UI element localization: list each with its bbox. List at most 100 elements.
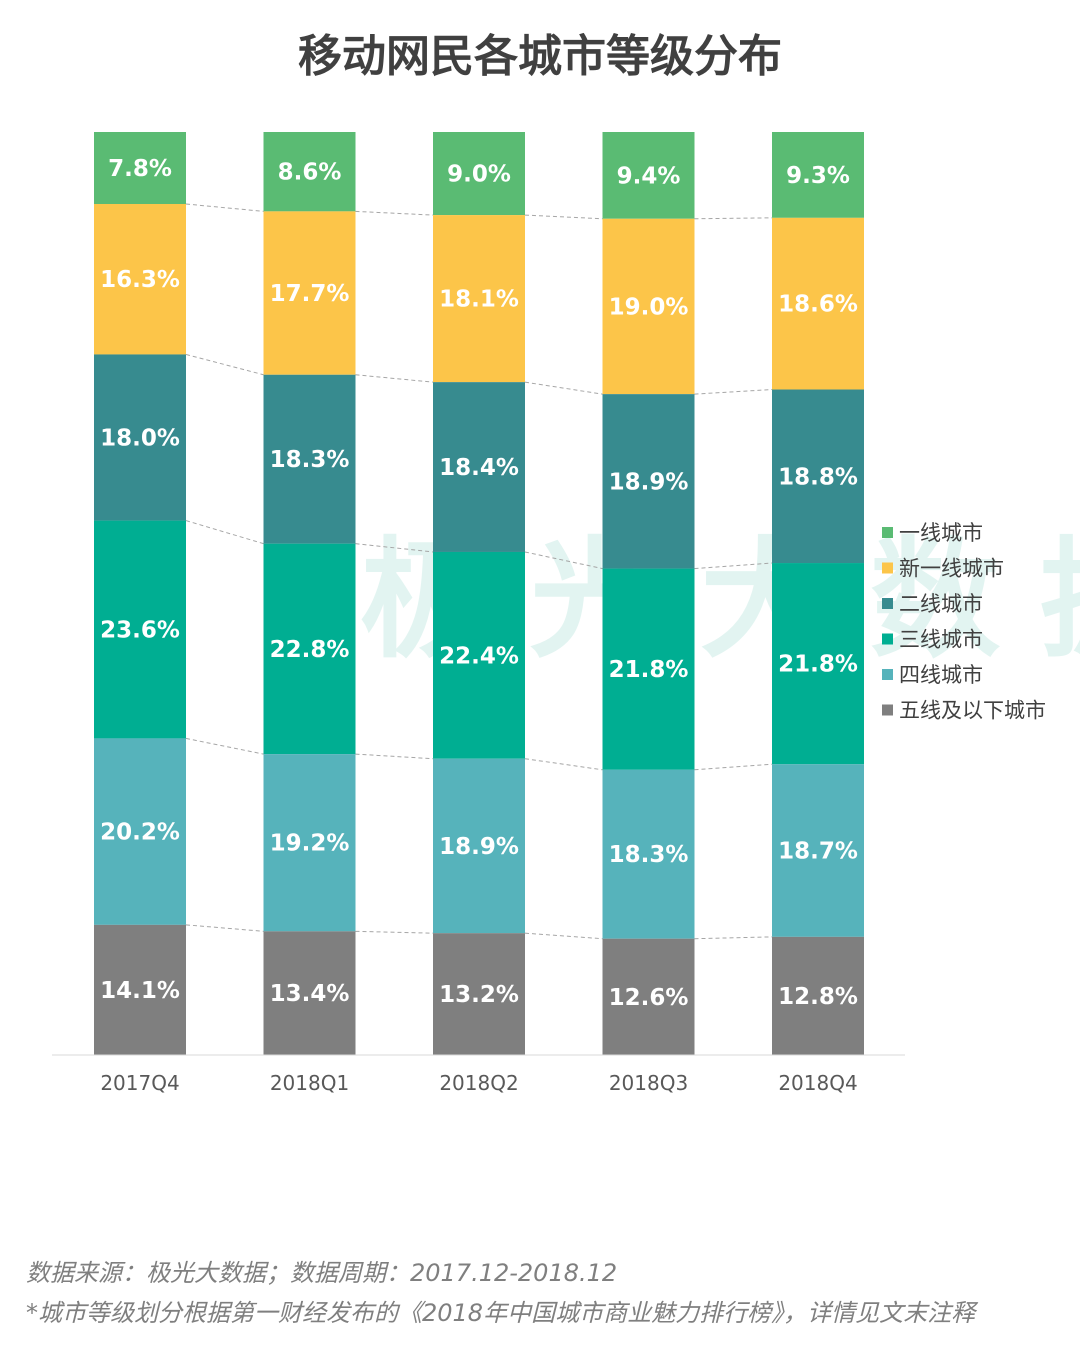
data-label-2018Q1-4: 19.2% <box>270 831 350 857</box>
legend-item-2: 二线城市 <box>899 592 983 616</box>
connector-3-1 <box>355 753 434 760</box>
data-label-2018Q3-3: 21.8% <box>609 657 689 683</box>
data-label-2017Q4-4: 20.2% <box>100 820 180 846</box>
bar-segment-2018Q2-3 <box>433 551 525 759</box>
bar-segment-2018Q1-0 <box>263 132 356 212</box>
connector-2-2 <box>524 551 603 570</box>
legend-item-1: 新一线城市 <box>899 557 1004 581</box>
data-label-2018Q1-3: 22.8% <box>270 637 350 663</box>
data-label-2018Q3-4: 18.3% <box>609 842 689 868</box>
connector-4-3 <box>694 936 773 940</box>
data-label-2018Q4-3: 21.8% <box>778 652 858 678</box>
connector-4-0 <box>185 924 264 932</box>
bar-segment-2018Q3-5 <box>602 938 695 1055</box>
data-label-2018Q2-2: 18.4% <box>439 455 519 481</box>
bar-segment-2017Q4-1 <box>94 203 186 355</box>
connector-1-2 <box>524 381 603 395</box>
bar-segment-2018Q4-5 <box>772 936 864 1055</box>
connector-4-2 <box>524 932 603 940</box>
connector-1-3 <box>694 389 773 395</box>
x-tick-2018Q2: 2018Q2 <box>439 1071 518 1095</box>
legend-item-5: 五线及以下城市 <box>899 699 1046 723</box>
connector-0-3 <box>694 217 773 220</box>
legend-swatch-5 <box>882 704 893 716</box>
legend-swatch-4 <box>882 669 893 680</box>
legend-item-3: 三线城市 <box>899 628 983 652</box>
bar-segment-2018Q4-2 <box>772 389 864 564</box>
bar-segment-2018Q3-0 <box>602 132 695 219</box>
legend-item-0: 一线城市 <box>899 521 983 545</box>
data-label-2017Q4-0: 7.8% <box>108 156 172 182</box>
connector-2-3 <box>694 562 773 570</box>
bar-segment-2018Q1-2 <box>263 374 356 544</box>
connector-0-2 <box>524 214 603 220</box>
bar-segment-2018Q3-4 <box>602 769 695 939</box>
data-label-2018Q4-5: 12.8% <box>778 984 858 1010</box>
bar-segment-2018Q1-1 <box>263 211 356 375</box>
connector-3-0 <box>185 737 264 755</box>
data-label-2018Q2-1: 18.1% <box>439 287 519 313</box>
legend-item-4: 四线城市 <box>899 663 983 687</box>
legend-swatch-2 <box>882 598 893 609</box>
x-axis-ticks: 2017Q4 2018Q1 2018Q2 2018Q3 2018Q4 <box>100 1071 857 1095</box>
data-label-2017Q4-2: 18.0% <box>100 426 180 452</box>
data-label-2018Q1-1: 17.7% <box>270 281 350 307</box>
source-note: 数据来源：极光大数据；数据周期：2017.12-2018.12 <box>26 1259 618 1287</box>
bar-segment-2018Q2-5 <box>433 933 525 1055</box>
bar-segment-2018Q3-1 <box>602 218 695 395</box>
bar-segment-2017Q4-0 <box>94 132 186 204</box>
data-label-2017Q4-1: 16.3% <box>100 267 180 293</box>
legend-swatch-0 <box>882 527 893 538</box>
x-tick-2017Q4: 2017Q4 <box>100 1071 179 1095</box>
connector-1-1 <box>355 374 434 383</box>
data-label-2018Q4-1: 18.6% <box>778 292 858 318</box>
bar-segment-2018Q3-3 <box>602 568 695 770</box>
connector-3-2 <box>524 758 603 771</box>
connector-2-0 <box>185 520 264 545</box>
bar-segment-2018Q2-4 <box>433 758 525 934</box>
bar-segment-2018Q1-5 <box>263 931 356 1055</box>
connector-1-0 <box>185 353 264 376</box>
legend-swatch-1 <box>882 562 893 574</box>
data-label-2018Q4-0: 9.3% <box>786 163 850 189</box>
bar-segment-2017Q4-4 <box>94 738 186 925</box>
connector-0-0 <box>185 203 264 212</box>
bar-segment-2018Q1-3 <box>263 543 356 755</box>
data-label-2018Q3-1: 19.0% <box>609 294 689 320</box>
connector-3-3 <box>694 763 773 771</box>
bar-segment-2018Q4-0 <box>772 132 864 218</box>
connector-lines <box>185 203 773 940</box>
stacked-bar-chart: 7.8% 16.3% 18.0% 23.6% 20.2% 14.1% 8.6% 17.7% 18… <box>52 132 1046 1095</box>
data-label-2018Q1-2: 18.3% <box>270 447 350 473</box>
bar-segment-2018Q2-1 <box>433 215 525 383</box>
data-label-2018Q1-5: 13.4% <box>270 981 350 1007</box>
data-label-2018Q2-5: 13.2% <box>439 982 519 1008</box>
bar-segment-2018Q4-1 <box>772 217 864 390</box>
data-label-2018Q2-4: 18.9% <box>439 834 519 860</box>
data-label-2018Q4-2: 18.8% <box>778 464 858 490</box>
x-tick-2018Q1: 2018Q1 <box>270 1071 349 1095</box>
definition-note: *城市等级划分根据第一财经发布的《2018年中国城市商业魅力排行榜》，详情见文末… <box>26 1299 976 1327</box>
bar-segment-2017Q4-5 <box>94 924 186 1055</box>
connector-4-1 <box>355 930 434 934</box>
bar-segment-2018Q2-0 <box>433 132 525 216</box>
bar-segment-2018Q3-2 <box>602 394 695 569</box>
data-label-2018Q2-3: 22.4% <box>439 643 519 669</box>
bar-segment-2018Q2-2 <box>433 382 525 552</box>
bar-segment-2018Q1-4 <box>263 754 356 932</box>
bar-segment-2018Q4-4 <box>772 764 864 937</box>
bar-segment-2017Q4-3 <box>94 520 186 739</box>
segment-labels: 7.8% 16.3% 18.0% 23.6% 20.2% 14.1% 8.6% 17.7% 18… <box>100 156 858 1011</box>
legend-swatch-3 <box>882 633 893 645</box>
x-tick-2018Q3: 2018Q3 <box>609 1071 688 1095</box>
data-label-2018Q3-0: 9.4% <box>617 163 681 189</box>
data-label-2018Q3-2: 18.9% <box>609 469 689 495</box>
connector-0-1 <box>355 210 434 216</box>
bar-segment-2017Q4-2 <box>94 354 186 521</box>
data-label-2017Q4-3: 23.6% <box>100 617 180 643</box>
chart-title: 移动网民各城市等级分布 <box>298 31 782 82</box>
data-label-2018Q4-4: 18.7% <box>778 839 858 865</box>
data-label-2018Q1-0: 8.6% <box>278 160 342 186</box>
data-label-2018Q3-5: 12.6% <box>609 985 689 1011</box>
